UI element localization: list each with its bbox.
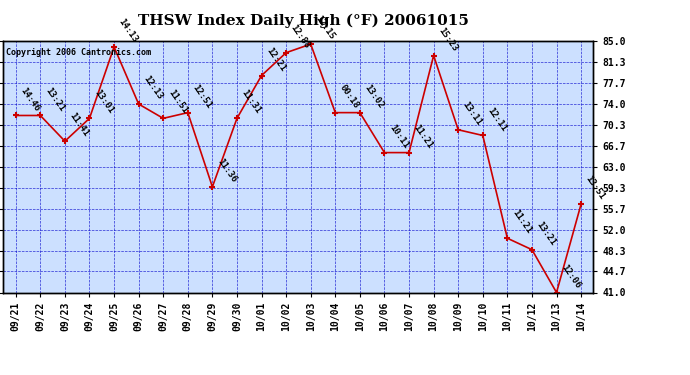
Text: 12:15: 12:15 — [313, 14, 336, 41]
Text: 13:21: 13:21 — [43, 86, 66, 113]
Text: 14:46: 14:46 — [19, 86, 41, 113]
Text: 11:51: 11:51 — [166, 88, 189, 116]
Text: THSW Index Daily High (°F) 20061015: THSW Index Daily High (°F) 20061015 — [138, 13, 469, 27]
Text: 14:13: 14:13 — [117, 17, 139, 44]
Text: 11:31: 11:31 — [239, 88, 262, 116]
Text: 11:36: 11:36 — [215, 157, 238, 184]
Text: 11:21: 11:21 — [412, 123, 435, 150]
Text: 12:11: 12:11 — [486, 105, 509, 133]
Text: 12:51: 12:51 — [190, 82, 213, 110]
Text: 12:06: 12:06 — [560, 262, 582, 290]
Text: 10:11: 10:11 — [387, 123, 410, 150]
Text: 12:21: 12:21 — [264, 45, 287, 73]
Text: 15:23: 15:23 — [436, 26, 459, 53]
Text: 11:21: 11:21 — [510, 208, 533, 236]
Text: 13:21: 13:21 — [535, 220, 558, 247]
Text: 00:18: 00:18 — [338, 82, 361, 110]
Text: Copyright 2006 Cantronics.com: Copyright 2006 Cantronics.com — [6, 48, 151, 57]
Text: 13:02: 13:02 — [363, 82, 386, 110]
Text: 11:41: 11:41 — [68, 111, 90, 138]
Text: 13:01: 13:01 — [92, 88, 115, 116]
Text: 12:13: 12:13 — [141, 74, 164, 101]
Text: 13:51: 13:51 — [584, 174, 607, 201]
Text: 12:88: 12:88 — [289, 23, 312, 50]
Text: 13:11: 13:11 — [461, 100, 484, 127]
